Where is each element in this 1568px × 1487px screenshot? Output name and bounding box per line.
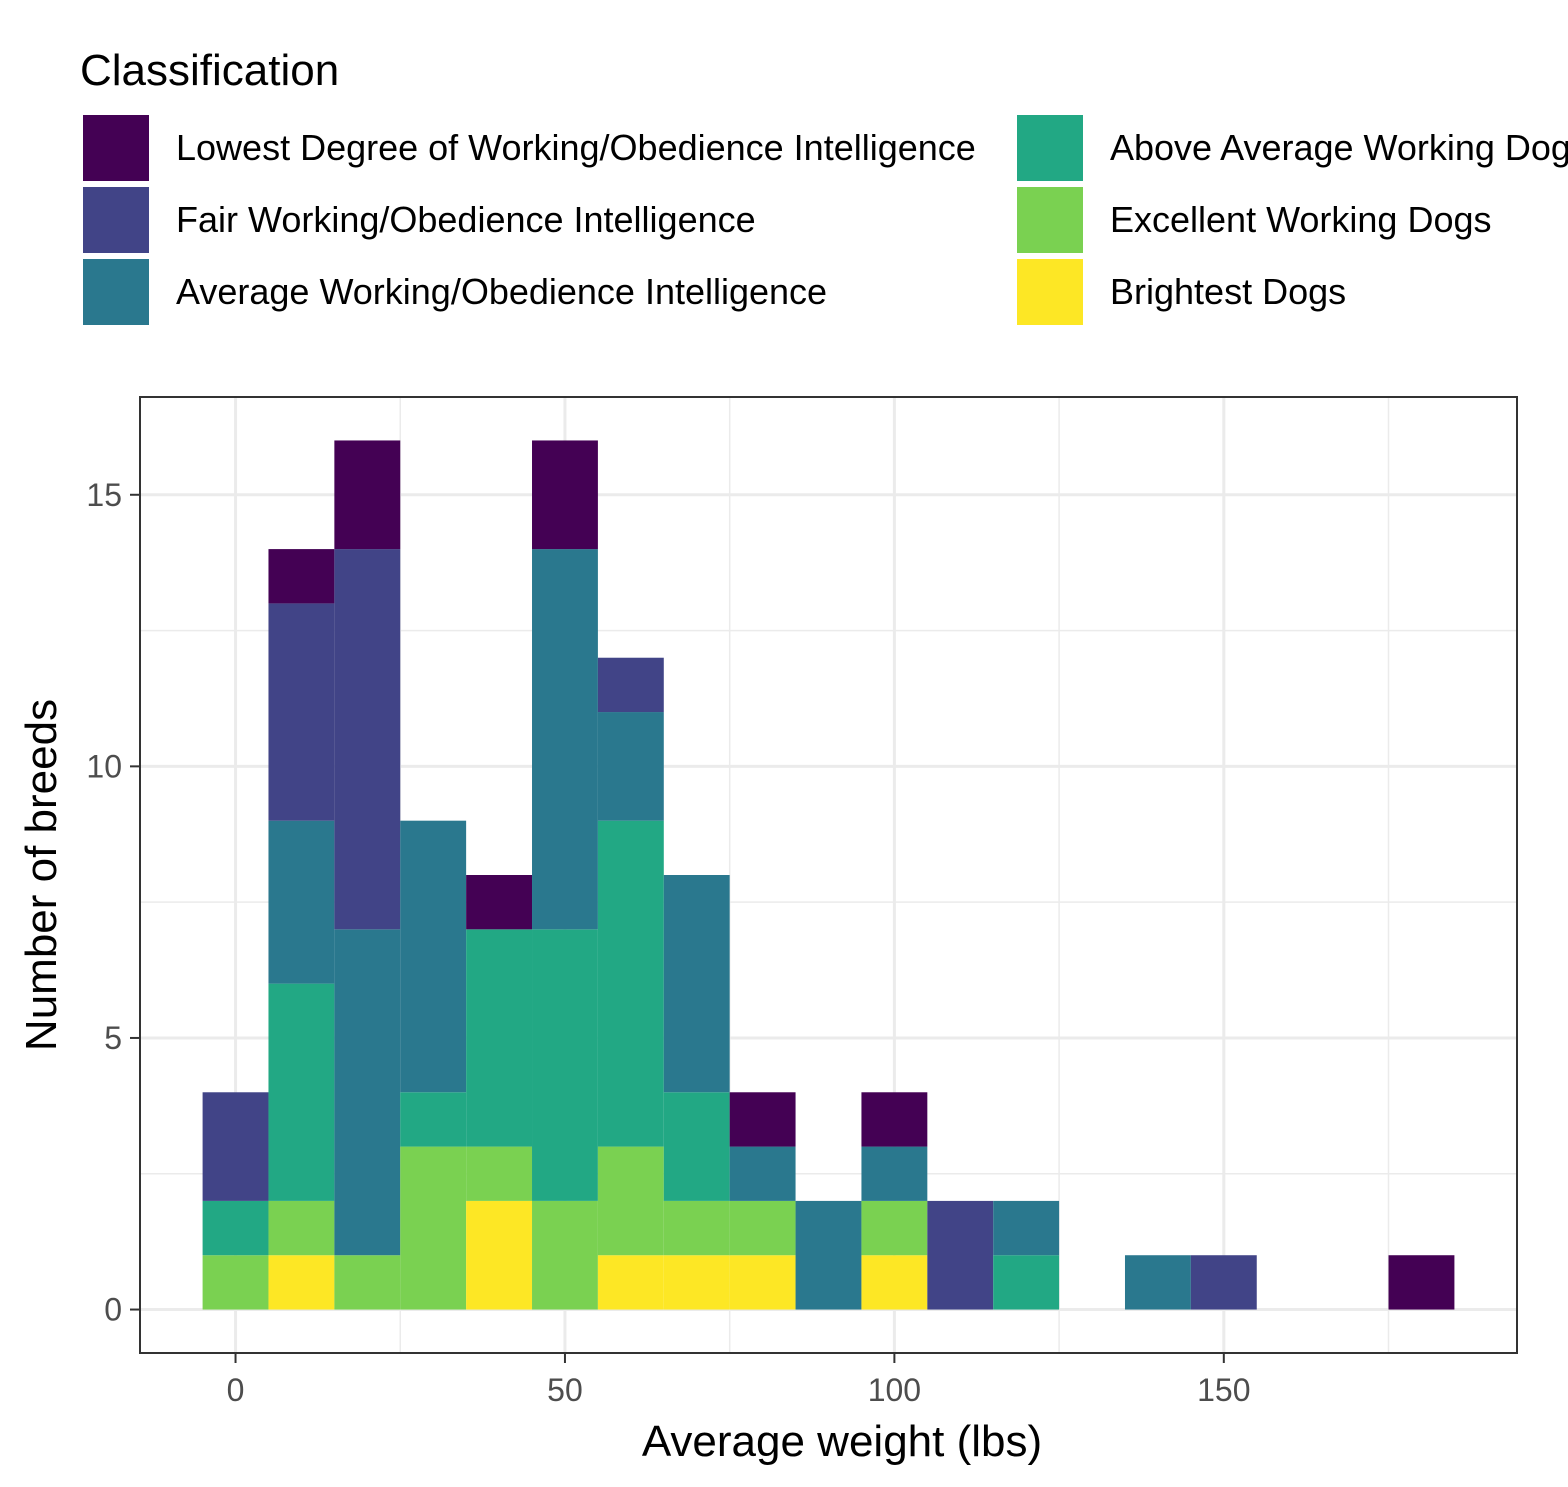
bar-segment [202, 1200, 269, 1256]
bar-segment [927, 1200, 994, 1310]
plot-area: 0 50 100 150 0 5 10 15 [86, 396, 1518, 1408]
bar-segment [334, 440, 401, 550]
bar-segment [466, 875, 533, 930]
bar-segment [1388, 1255, 1455, 1310]
bar-segment [1190, 1255, 1257, 1310]
bar-segment [532, 929, 598, 1201]
bar-segment [993, 1255, 1060, 1310]
bar-segment [729, 1092, 796, 1147]
bar-segment [597, 657, 664, 713]
bar-segment [729, 1200, 796, 1256]
x-tick-label: 0 [227, 1372, 245, 1408]
bar-segment [466, 929, 533, 1147]
bar-segment [532, 1200, 598, 1310]
bar-segment [663, 1092, 730, 1201]
bar-segment [202, 1092, 269, 1201]
legend-key [1017, 187, 1083, 253]
x-tick-label: 50 [547, 1372, 583, 1408]
bar-segment [597, 712, 664, 821]
bar-segment [268, 1255, 335, 1310]
bar-segment [1124, 1255, 1191, 1310]
bar-segment [861, 1255, 928, 1310]
bar-segment [861, 1146, 928, 1201]
legend-key [1017, 115, 1083, 181]
bar-segment [729, 1146, 796, 1201]
legend-label: Excellent Working Dogs [1110, 199, 1492, 240]
legend-label: Fair Working/Obedience Intelligence [176, 199, 756, 240]
bar-segment [597, 820, 664, 1147]
legend-key [83, 259, 149, 325]
bar-segment [334, 549, 401, 930]
bar-segment [597, 1255, 664, 1310]
bar-segment [597, 1146, 664, 1256]
x-axis-title: Average weight (lbs) [642, 1417, 1042, 1466]
bar-segment [993, 1200, 1060, 1256]
legend-label: Lowest Degree of Working/Obedience Intel… [176, 127, 976, 168]
bar-segment [334, 1255, 401, 1310]
legend-title: Classification [80, 46, 339, 95]
bar-segment [268, 983, 335, 1201]
x-tick-label: 100 [868, 1372, 921, 1408]
bar-segment [466, 1200, 533, 1310]
legend-key [83, 115, 149, 181]
bar-segment [202, 1255, 269, 1310]
bar-segment [532, 440, 598, 550]
legend: Classification Lowest Degree of Working/… [80, 46, 1568, 325]
plot-border [139, 396, 1518, 1354]
legend-label: Average Working/Obedience Intelligence [176, 271, 827, 312]
bar-segment [466, 1146, 533, 1201]
legend-key [83, 187, 149, 253]
bar-segment [268, 549, 335, 604]
bar-segment [795, 1200, 862, 1310]
bar-segment [532, 549, 598, 930]
bar-segment [663, 1255, 730, 1310]
bar-segment [729, 1255, 796, 1310]
bar-segment [400, 1092, 467, 1147]
y-tick-label: 5 [104, 1020, 122, 1056]
bar-segment [400, 820, 467, 1093]
bar-segment [268, 1200, 335, 1256]
legend-label: Above Average Working Dogs [1110, 127, 1568, 168]
legend-label: Brightest Dogs [1110, 271, 1346, 312]
y-axis-title: Number of breeds [17, 699, 66, 1051]
bar-segment [861, 1200, 928, 1256]
bar-segment [334, 929, 401, 1256]
legend-key [1017, 259, 1083, 325]
bar-segment [861, 1092, 928, 1147]
y-tick-label: 0 [104, 1292, 122, 1328]
bar-segment [268, 603, 335, 821]
x-tick-label: 150 [1197, 1372, 1250, 1408]
y-tick-label: 15 [86, 477, 122, 513]
bar-segment [400, 1146, 467, 1310]
bar-segment [663, 875, 730, 1093]
y-tick-label: 10 [86, 748, 122, 784]
bar-segment [663, 1200, 730, 1256]
bar-segment [268, 820, 335, 984]
